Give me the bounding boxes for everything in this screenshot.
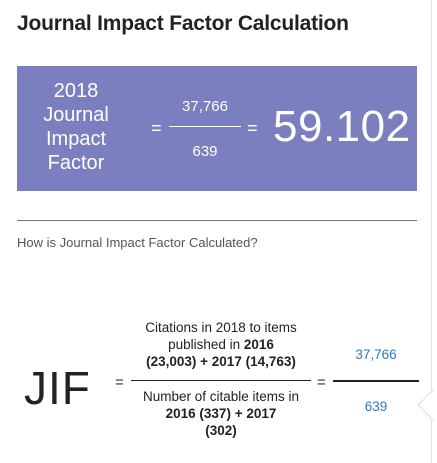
jif-symbol: JIF xyxy=(24,362,91,414)
banner-numerator: 37,766 xyxy=(182,98,228,115)
formula-fraction-bar xyxy=(131,380,311,381)
formula-denominator-year: 2016 xyxy=(165,406,196,421)
banner-fraction-bar xyxy=(169,126,241,127)
formula-numerator-text: Citations in 2018 to items published in xyxy=(145,320,297,352)
banner-fraction: 37,766 639 xyxy=(169,96,241,163)
value-numerator: 37,766 xyxy=(355,347,397,362)
formula-denominator-values-2: (302) xyxy=(205,423,237,438)
card-title: Journal Impact Factor Calculation xyxy=(17,12,349,35)
formula-denominator: Number of citable items in 2016 (337) + … xyxy=(131,388,311,439)
banner-result: 59.102 xyxy=(273,102,411,151)
banner-denominator: 639 xyxy=(192,143,218,160)
value-fraction-bar xyxy=(333,380,419,382)
banner-label: 2018 Journal Impact Factor xyxy=(43,80,109,174)
formula-denominator-values: (337) + 2017 xyxy=(195,406,277,421)
formula-equals-sign-2: = xyxy=(317,374,326,391)
value-fraction: 37,766 639 xyxy=(333,345,419,417)
formula-numerator: Citations in 2018 to items published in … xyxy=(131,319,311,375)
formula-numerator-year: 2016 xyxy=(243,337,274,352)
formula-fraction: Citations in 2018 to items published in … xyxy=(131,319,311,439)
formula-equals-sign: = xyxy=(115,374,124,391)
jif-banner: 2018 Journal Impact Factor = 37,766 639 … xyxy=(17,66,417,191)
calculation-subtitle: How is Journal Impact Factor Calculated? xyxy=(17,235,258,250)
formula-numerator-values: (23,003) + 2017 (14,763) xyxy=(146,354,296,369)
formula-denominator-text: Number of citable items in xyxy=(142,389,300,404)
value-denominator: 639 xyxy=(364,399,388,414)
section-divider xyxy=(17,220,417,221)
banner-equals-sign: = xyxy=(151,118,162,138)
banner-equals-sign-2: = xyxy=(247,118,258,138)
